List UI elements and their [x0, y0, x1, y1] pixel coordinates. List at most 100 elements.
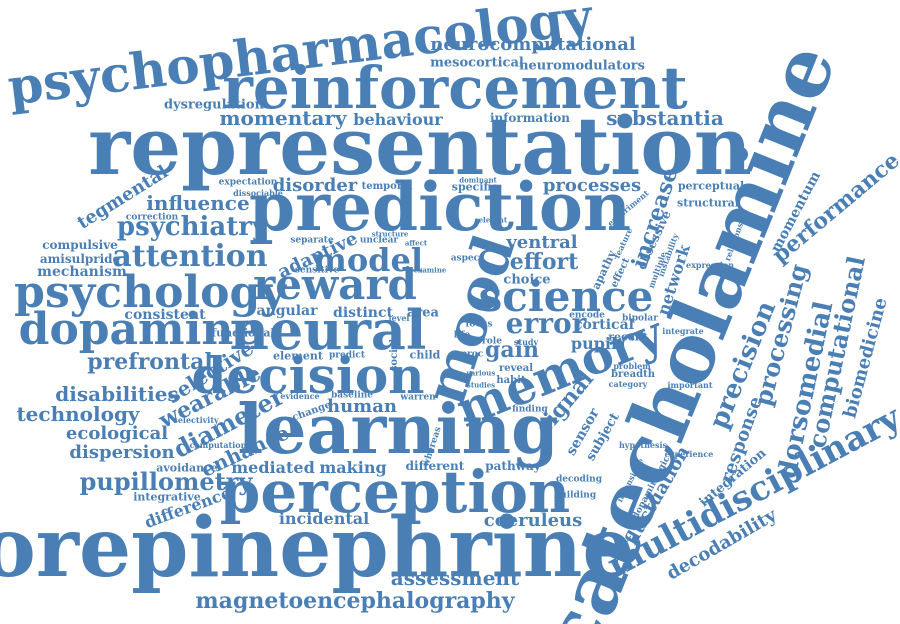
- word-sensitive: sensitive: [294, 265, 340, 276]
- word-functional: functional: [211, 326, 275, 340]
- word-neural: neural: [229, 298, 427, 362]
- word-gain: gain: [485, 337, 539, 363]
- word-dispersion: dispersion: [69, 442, 175, 463]
- word-focus: focus: [465, 319, 493, 330]
- word-cortical: cortical: [574, 317, 634, 333]
- word-dominant: dominant: [459, 175, 497, 185]
- word-child: child: [409, 348, 441, 362]
- word-bipolar: bipolar: [622, 313, 658, 324]
- word-technology: technology: [16, 402, 140, 426]
- word-proc: proc: [460, 349, 484, 360]
- word-evidence: evidence: [280, 391, 320, 401]
- word-attention: attention: [112, 239, 268, 274]
- word-norepinephrine: norepinephrine: [0, 500, 635, 596]
- word-consistent: consistent: [124, 307, 206, 323]
- word-relevant: relevant: [474, 215, 508, 225]
- word-prediction: prediction: [249, 168, 631, 246]
- word-ventral: ventral: [506, 232, 578, 253]
- word-ecological: ecological: [65, 423, 169, 444]
- word-assessment: assessment: [390, 566, 520, 590]
- word-element: element: [273, 349, 323, 363]
- word-effort: effort: [509, 249, 579, 275]
- word-life: life: [453, 330, 471, 341]
- word-information: information: [489, 111, 571, 125]
- word-amisulpride: amisulpride: [39, 252, 121, 266]
- word-compulsive: compulsive: [42, 238, 118, 252]
- word-warren: warren: [400, 392, 436, 403]
- word-perception: perception: [219, 458, 571, 526]
- word-problem: problem: [613, 361, 651, 371]
- word-disabilities: disabilities: [55, 382, 179, 406]
- word-specific: specific: [451, 180, 499, 194]
- word-structural: structural: [677, 196, 739, 210]
- word-making: making: [319, 458, 387, 477]
- word-human: human: [327, 396, 397, 417]
- word-finding: finding: [512, 404, 548, 415]
- word-encode: encode: [569, 310, 605, 321]
- word-mesocortical: mesocortical: [430, 55, 524, 71]
- word-disorder: disorder: [272, 175, 358, 196]
- word-error: error: [505, 307, 587, 340]
- word-influence: influence: [146, 191, 250, 215]
- word-reinforcement: reinforcement: [222, 54, 688, 122]
- word-magnetoencephalography: magnetoencephalography: [195, 588, 515, 614]
- word-hypothesis: hypothesis: [618, 440, 668, 450]
- word-neurocomputational: neurocomputational: [430, 34, 636, 55]
- word-affect: affect: [404, 238, 428, 248]
- word-habit: habit: [496, 375, 526, 386]
- word-representation: representation: [88, 99, 752, 193]
- word-expectation: expectation: [218, 177, 278, 188]
- word-recent: recent: [608, 330, 648, 344]
- word-building: building: [553, 490, 597, 501]
- word-behaviour: behaviour: [353, 110, 443, 129]
- word-computation: computation: [189, 440, 247, 450]
- word-baseline: baseline: [330, 390, 374, 401]
- word-aspect: aspect: [450, 253, 484, 264]
- word-area: area: [407, 305, 439, 321]
- word-psychiatry: psychiatry: [116, 212, 268, 242]
- word-processes: processes: [542, 175, 642, 196]
- word-different: different: [405, 459, 465, 473]
- word-temporal: temporal: [361, 181, 413, 192]
- word-study: study: [513, 337, 539, 347]
- word-integrate: integrate: [662, 326, 704, 336]
- word-reward: reward: [253, 260, 417, 309]
- word-pupillometry: pupillometry: [79, 467, 253, 496]
- word-integrative: integrative: [133, 490, 201, 504]
- word-correction: correction: [125, 212, 179, 223]
- word-studies: studies: [466, 380, 496, 390]
- word-model: model: [312, 241, 424, 279]
- word-pathway: pathway: [485, 459, 541, 473]
- word-dissociable: dissociable: [233, 188, 283, 198]
- word-structure: structure: [371, 229, 409, 239]
- word-examine: examine: [413, 265, 447, 275]
- word-science: science: [478, 272, 654, 321]
- word-expression: expression: [686, 260, 734, 270]
- word-coeruleus: coeruleus: [483, 510, 583, 531]
- word-separate: separate: [290, 235, 334, 246]
- word-dopamine: dopamine: [18, 304, 262, 355]
- word-mechanism: mechanism: [37, 264, 127, 280]
- word-choice: choice: [503, 272, 551, 288]
- word-mediated: mediated: [231, 458, 315, 477]
- word-reveal: reveal: [498, 363, 534, 374]
- word-perceptual: perceptual: [677, 179, 745, 193]
- word-incidental: incidental: [278, 509, 370, 528]
- word-learning: learning: [237, 390, 559, 470]
- word-selectivity: selectivity: [173, 415, 219, 425]
- word-avoidance: avoidance: [156, 461, 218, 475]
- word-prefrontal: prefrontal: [87, 349, 213, 375]
- word-various: various: [466, 368, 496, 378]
- word-decoding: decoding: [555, 474, 603, 485]
- word-predict: predict: [328, 350, 366, 361]
- word-level: level: [388, 313, 410, 323]
- word-role: role: [482, 336, 502, 347]
- word-experience: experience: [664, 449, 714, 459]
- word-social: social: [389, 338, 400, 372]
- word-important: important: [667, 380, 713, 390]
- word-category: category: [608, 379, 648, 389]
- word-psychology: psychology: [14, 267, 286, 318]
- word-unclear: unclear: [359, 235, 399, 246]
- word-distinct: distinct: [333, 305, 393, 321]
